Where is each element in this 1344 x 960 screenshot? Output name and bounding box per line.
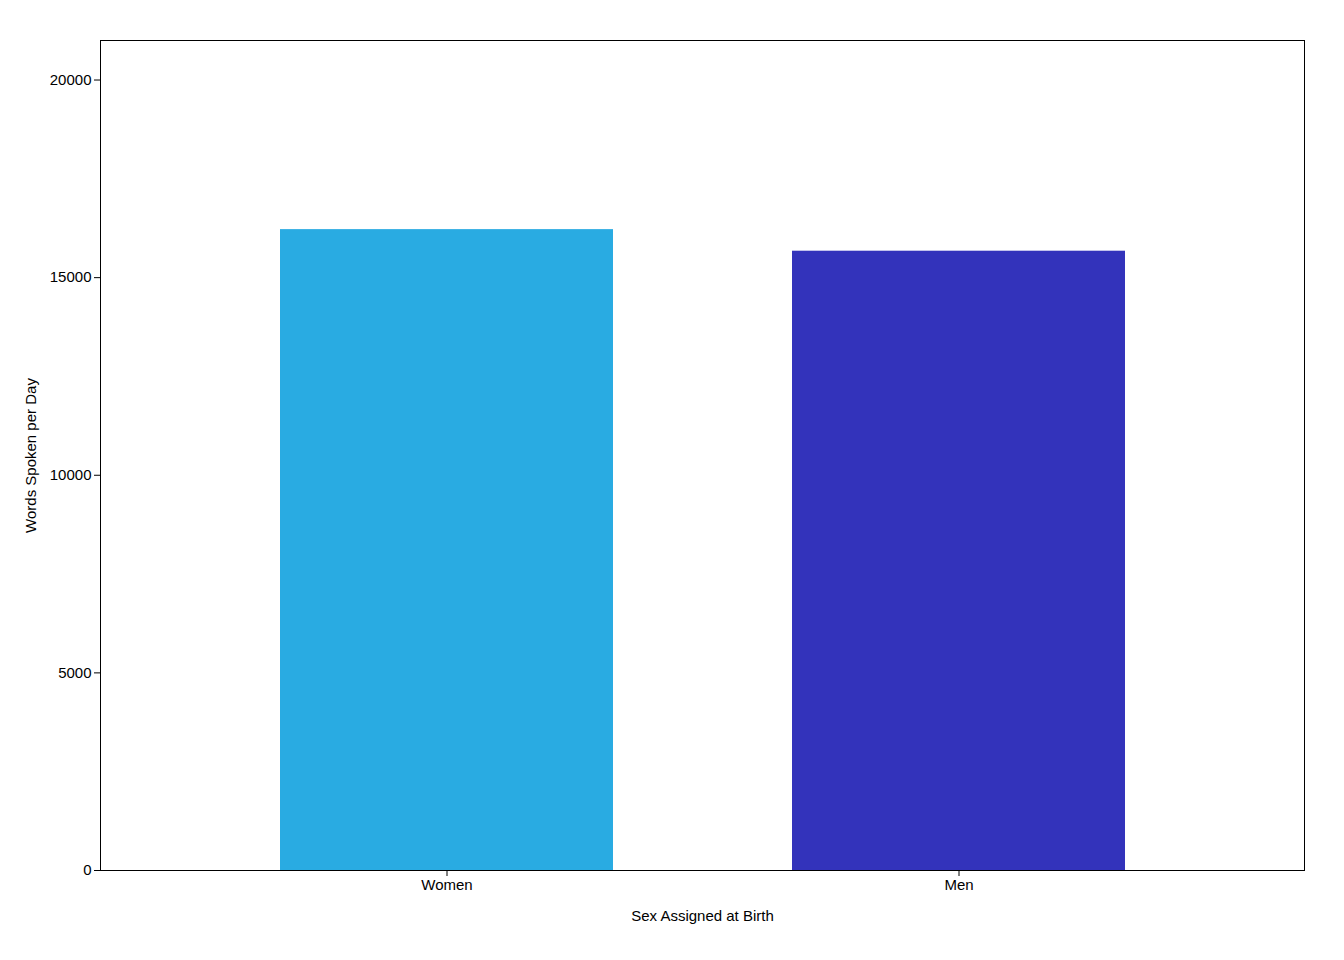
svg-text:15000: 15000: [50, 268, 92, 285]
svg-text:Sex Assigned at Birth: Sex Assigned at Birth: [631, 907, 774, 924]
svg-text:Men: Men: [944, 876, 973, 893]
svg-text:5000: 5000: [58, 664, 91, 681]
svg-text:10000: 10000: [50, 466, 92, 483]
svg-text:0: 0: [83, 861, 91, 878]
svg-text:Words Spoken per Day: Words Spoken per Day: [22, 378, 39, 533]
svg-text:20000: 20000: [50, 71, 92, 88]
svg-text:Women: Women: [421, 876, 472, 893]
